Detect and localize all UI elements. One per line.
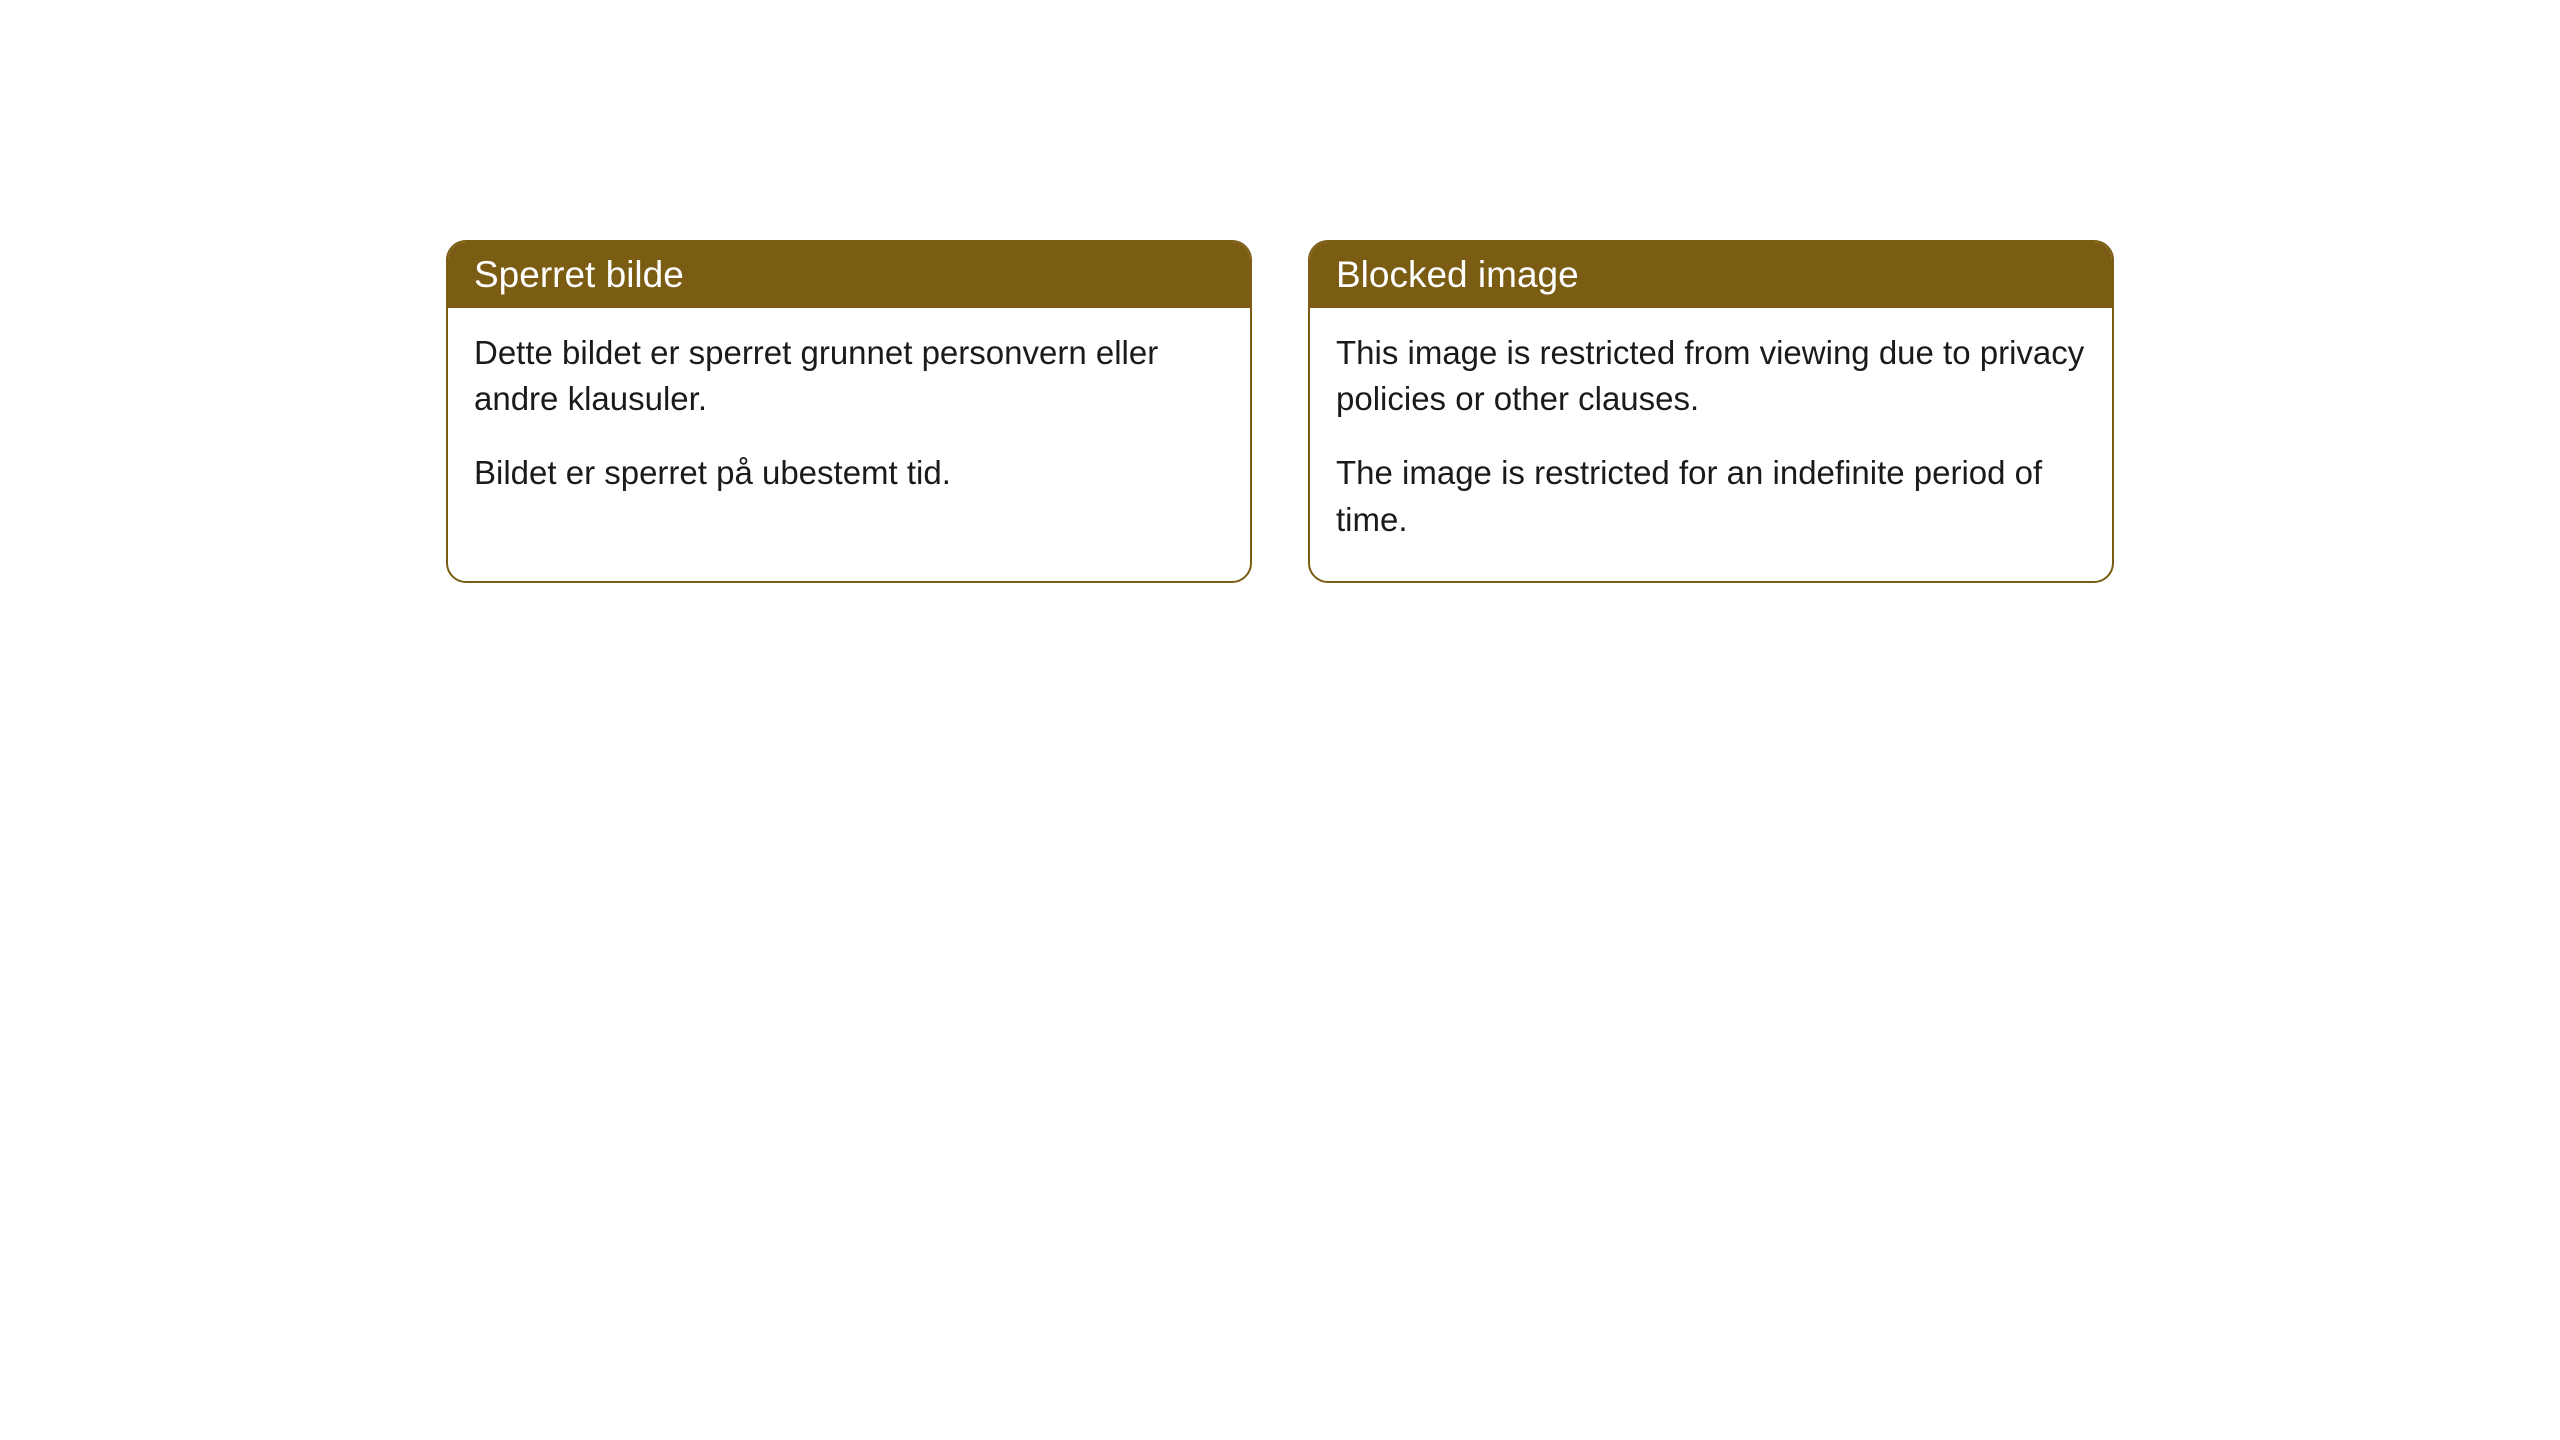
card-paragraph-1: This image is restricted from viewing du…: [1336, 330, 2086, 422]
card-paragraph-2: Bildet er sperret på ubestemt tid.: [474, 450, 1224, 496]
blocked-image-card-english: Blocked image This image is restricted f…: [1308, 240, 2114, 583]
card-body: This image is restricted from viewing du…: [1310, 308, 2112, 581]
notice-container: Sperret bilde Dette bildet er sperret gr…: [0, 0, 2560, 583]
card-paragraph-2: The image is restricted for an indefinit…: [1336, 450, 2086, 542]
card-title: Sperret bilde: [474, 254, 684, 295]
card-paragraph-1: Dette bildet er sperret grunnet personve…: [474, 330, 1224, 422]
blocked-image-card-norwegian: Sperret bilde Dette bildet er sperret gr…: [446, 240, 1252, 583]
card-body: Dette bildet er sperret grunnet personve…: [448, 308, 1250, 535]
card-header: Sperret bilde: [448, 242, 1250, 308]
card-header: Blocked image: [1310, 242, 2112, 308]
card-title: Blocked image: [1336, 254, 1579, 295]
